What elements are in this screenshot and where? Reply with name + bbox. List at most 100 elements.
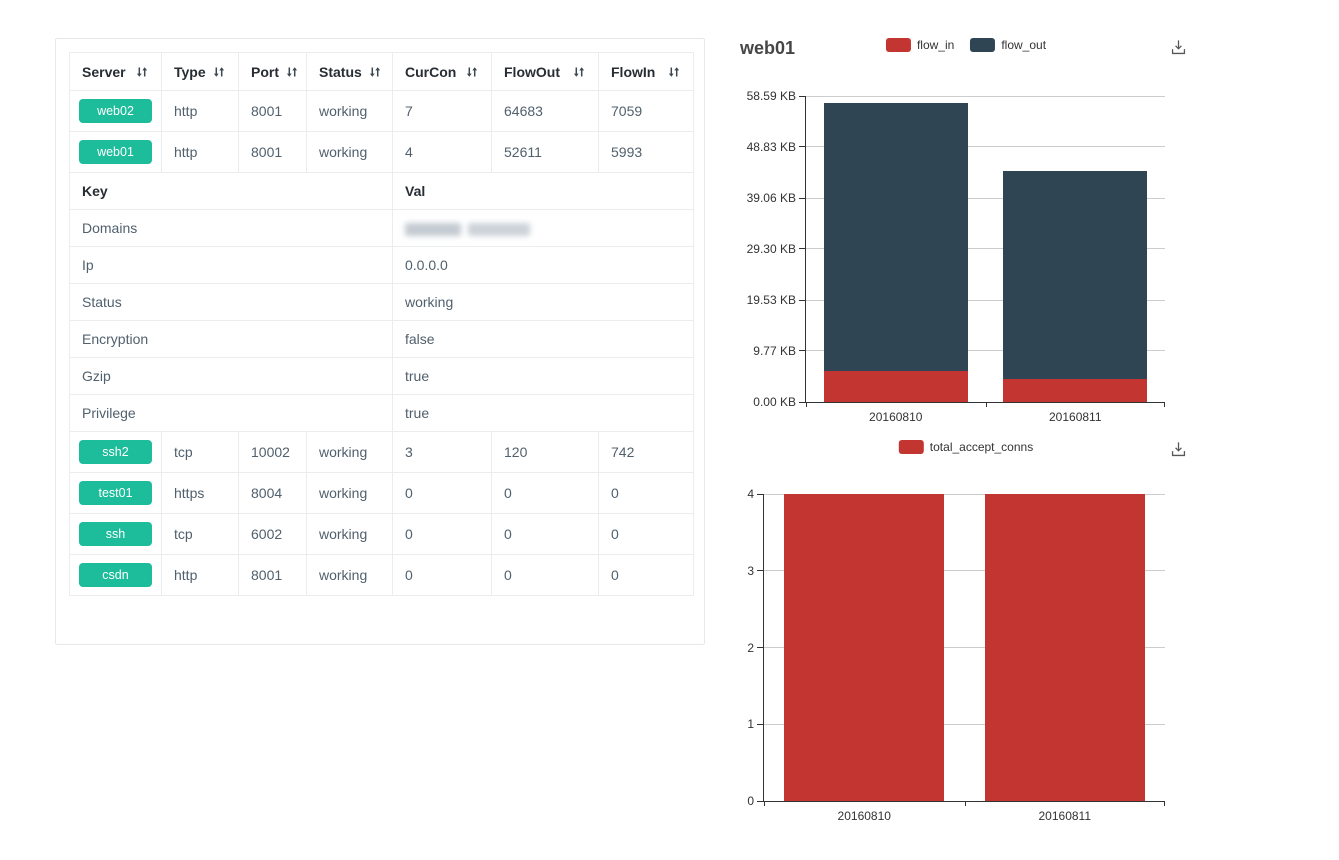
y-tick-label: 3 [747,563,754,578]
server-rows-top: web02 http 8001 working 7 64683 7059 web01 http 8… [69,90,694,173]
y-tick-label: 39.06 KB [746,191,796,205]
col-header-flowout[interactable]: FlowOut [491,52,599,91]
table-row: web01 http 8001 working 4 52611 5993 [69,131,694,173]
cell-curcon: 7 [392,90,492,132]
col-header-server[interactable]: Server [69,52,162,91]
detail-value: false [392,320,694,358]
col-header-flowin[interactable]: FlowIn [598,52,694,91]
grid-line [764,723,1165,725]
server-badge-test01[interactable]: test01 [79,480,152,506]
details-row: Privilege true [69,394,694,432]
server-badge-web02[interactable]: web02 [79,98,152,124]
y-axis-tick [799,248,805,250]
bar-flow_in-20160811 [1003,378,1148,402]
cell-flowout: 64683 [491,90,599,132]
detail-key: Ip [69,246,393,284]
server-badge-ssh2[interactable]: ssh2 [79,439,152,465]
cell-curcon: 0 [392,554,492,596]
y-axis-tick [757,800,763,802]
legend-item-flow_out[interactable]: flow_out [970,38,1046,52]
details-key-header: Key [69,172,393,210]
server-badge-web01[interactable]: web01 [79,139,152,165]
cell-type: http [161,90,239,132]
x-axis-tick [1164,402,1165,407]
cell-server: web01 [69,131,162,173]
legend-label: flow_out [1001,38,1047,52]
bar-flow_out-20160811 [1003,170,1148,379]
bar-total_accept_conns-20160810 [784,494,945,801]
table-row: test01 https 8004 working 0 0 0 [69,472,694,514]
save-as-image-icon[interactable] [1169,38,1188,57]
x-axis-tick [806,402,807,407]
save-as-image-icon[interactable] [1169,440,1188,459]
detail-key: Status [69,283,393,321]
cell-flowout: 52611 [491,131,599,173]
y-axis-tick [799,401,805,403]
redacted-blur-block [405,222,461,236]
y-tick-label: 2 [747,640,754,655]
legend-swatch [885,38,911,52]
sort-arrows-icon [286,66,298,77]
col-header-status[interactable]: Status [306,52,393,91]
chart-plot-area: 0.00 KB 9.77 KB 19.53 KB 29.30 KB 39.06 KB 48… [740,89,1165,424]
cell-flowin: 0 [598,472,694,514]
server-badge-csdn[interactable]: csdn [79,562,152,588]
col-header-label: CurCon [405,63,457,80]
legend-label: total_accept_conns [929,440,1034,454]
cell-server: csdn [69,554,162,596]
y-axis-labels: 0.00 KB 9.77 KB 19.53 KB 29.30 KB 39.06 KB 48… [740,89,805,409]
sort-arrows-icon [213,66,225,77]
y-axis-tick [757,493,763,495]
servers-table: Server Type Port Status CurCon FlowOut F… [69,52,694,596]
servers-table-card: Server Type Port Status CurCon FlowOut F… [55,38,705,645]
cell-flowout: 120 [491,431,599,473]
grid-line [764,647,1165,648]
cell-flowin: 0 [598,554,694,596]
cell-port: 8001 [238,90,307,132]
detail-value: working [392,283,694,321]
col-header-type[interactable]: Type [161,52,239,91]
cell-flowin: 0 [598,513,694,555]
grid-line [806,95,1165,97]
sort-arrows-icon [136,66,148,77]
chart-plot-area: 0 1 2 3 4 20160810 20160811 [740,487,1165,823]
sort-arrows-icon [573,66,585,77]
server-badge-ssh[interactable]: ssh [79,521,152,547]
cell-port: 10002 [238,431,307,473]
chart-header: web01 flow_in flow_out [740,36,1192,66]
cell-port: 8001 [238,131,307,173]
cell-flowin: 5993 [598,131,694,173]
col-header-label: Type [174,63,206,80]
col-header-curcon[interactable]: CurCon [392,52,492,91]
details-row: Status working [69,283,694,321]
details-row: Domains [69,209,694,247]
col-header-label: Server [82,63,126,80]
table-row: csdn http 8001 working 0 0 0 [69,554,694,596]
col-header-port[interactable]: Port [238,52,307,91]
grid-line [764,570,1165,572]
detail-value: 0.0.0.0 [392,246,694,284]
details-row: Ip 0.0.0.0 [69,246,694,284]
y-axis-labels: 0 1 2 3 4 [740,487,763,808]
col-header-label: Port [251,63,279,80]
x-axis-tick [964,801,966,806]
chart-web01-flow: web01 flow_in flow_out 0.00 KB 9.77 KB 19.5… [740,30,1192,430]
cell-flowin: 742 [598,431,694,473]
cell-type: https [161,472,239,514]
y-tick-label: 4 [747,487,754,501]
table-row: ssh2 tcp 10002 working 3 120 742 [69,431,694,473]
y-tick-label: 58.59 KB [746,89,796,103]
details-val-header: Val [392,172,694,210]
grid-line [806,299,1165,301]
sort-arrows-icon [369,66,380,77]
bar-flow_in-20160810 [823,371,968,402]
col-header-label: FlowOut [504,63,560,80]
chart-header: total_accept_conns [740,438,1192,468]
y-tick-label: 0 [747,794,754,808]
legend-item-total_accept_conns[interactable]: total_accept_conns [898,440,1034,454]
cell-flowout: 0 [491,472,599,514]
y-tick-label: 29.30 KB [746,241,796,256]
y-axis-tick [799,95,805,97]
legend-item-flow_in[interactable]: flow_in [885,38,954,52]
legend-swatch [970,38,996,52]
